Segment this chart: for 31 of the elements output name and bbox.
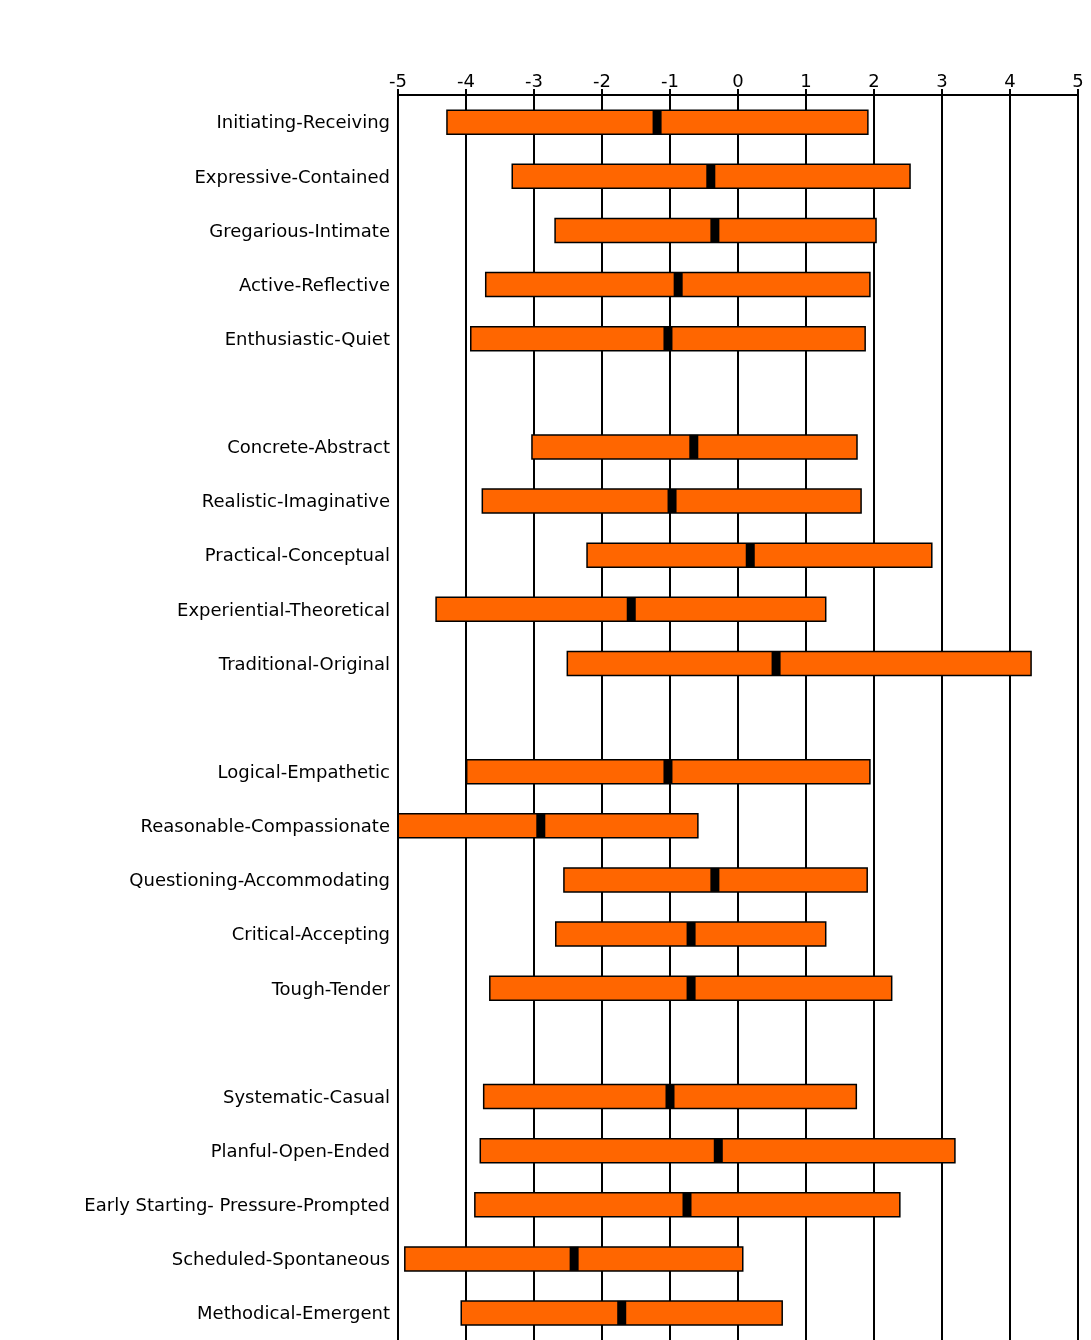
- x-tick-label: 5: [1072, 70, 1084, 91]
- y-tick-label: Planful-Open-Ended: [210, 1139, 390, 1161]
- x-tick-label: -1: [661, 70, 679, 91]
- y-tick-label: Methodical-Emergent: [197, 1302, 390, 1324]
- x-tick-label: 3: [936, 70, 948, 91]
- y-tick-label: Traditional-Original: [217, 652, 390, 674]
- y-tick-label: Active-Reflective: [238, 273, 390, 295]
- y-tick-label: Tough-Tender: [270, 977, 391, 999]
- y-tick-label: Enthusiastic-Quiet: [224, 327, 390, 349]
- y-tick-label: Questioning-Accommodating: [129, 869, 390, 891]
- y-tick-label: Experiential-Theoretical: [177, 598, 390, 620]
- x-tick-label: 4: [1004, 70, 1016, 91]
- x-tick-label: 1: [800, 70, 812, 91]
- y-tick-label: Early Starting- Pressure-Prompted: [84, 1194, 390, 1216]
- x-tick-label: -5: [389, 70, 407, 91]
- y-tick-label: Gregarious-Intimate: [209, 219, 390, 241]
- y-tick-label: Critical-Accepting: [231, 923, 390, 945]
- y-tick-label: Concrete-Abstract: [227, 436, 390, 458]
- x-tick-label: -3: [525, 70, 543, 91]
- y-tick-label: Scheduled-Spontaneous: [171, 1248, 390, 1270]
- y-tick-label: Initiating-Receiving: [216, 111, 390, 133]
- y-tick-label: Logical-Empathetic: [217, 761, 390, 783]
- y-tick-label: Realistic-Imaginative: [201, 490, 390, 512]
- y-tick-label: Systematic-Casual: [222, 1085, 390, 1107]
- y-tick-label: Practical-Conceptual: [204, 544, 390, 566]
- x-tick-label: 2: [868, 70, 880, 91]
- y-tick-label: Reasonable-Compassionate: [140, 815, 390, 837]
- x-tick-label: -4: [457, 70, 475, 91]
- y-tick-label: Expressive-Contained: [194, 165, 390, 187]
- x-tick-label: 0: [732, 70, 744, 91]
- x-tick-label: -2: [593, 70, 611, 91]
